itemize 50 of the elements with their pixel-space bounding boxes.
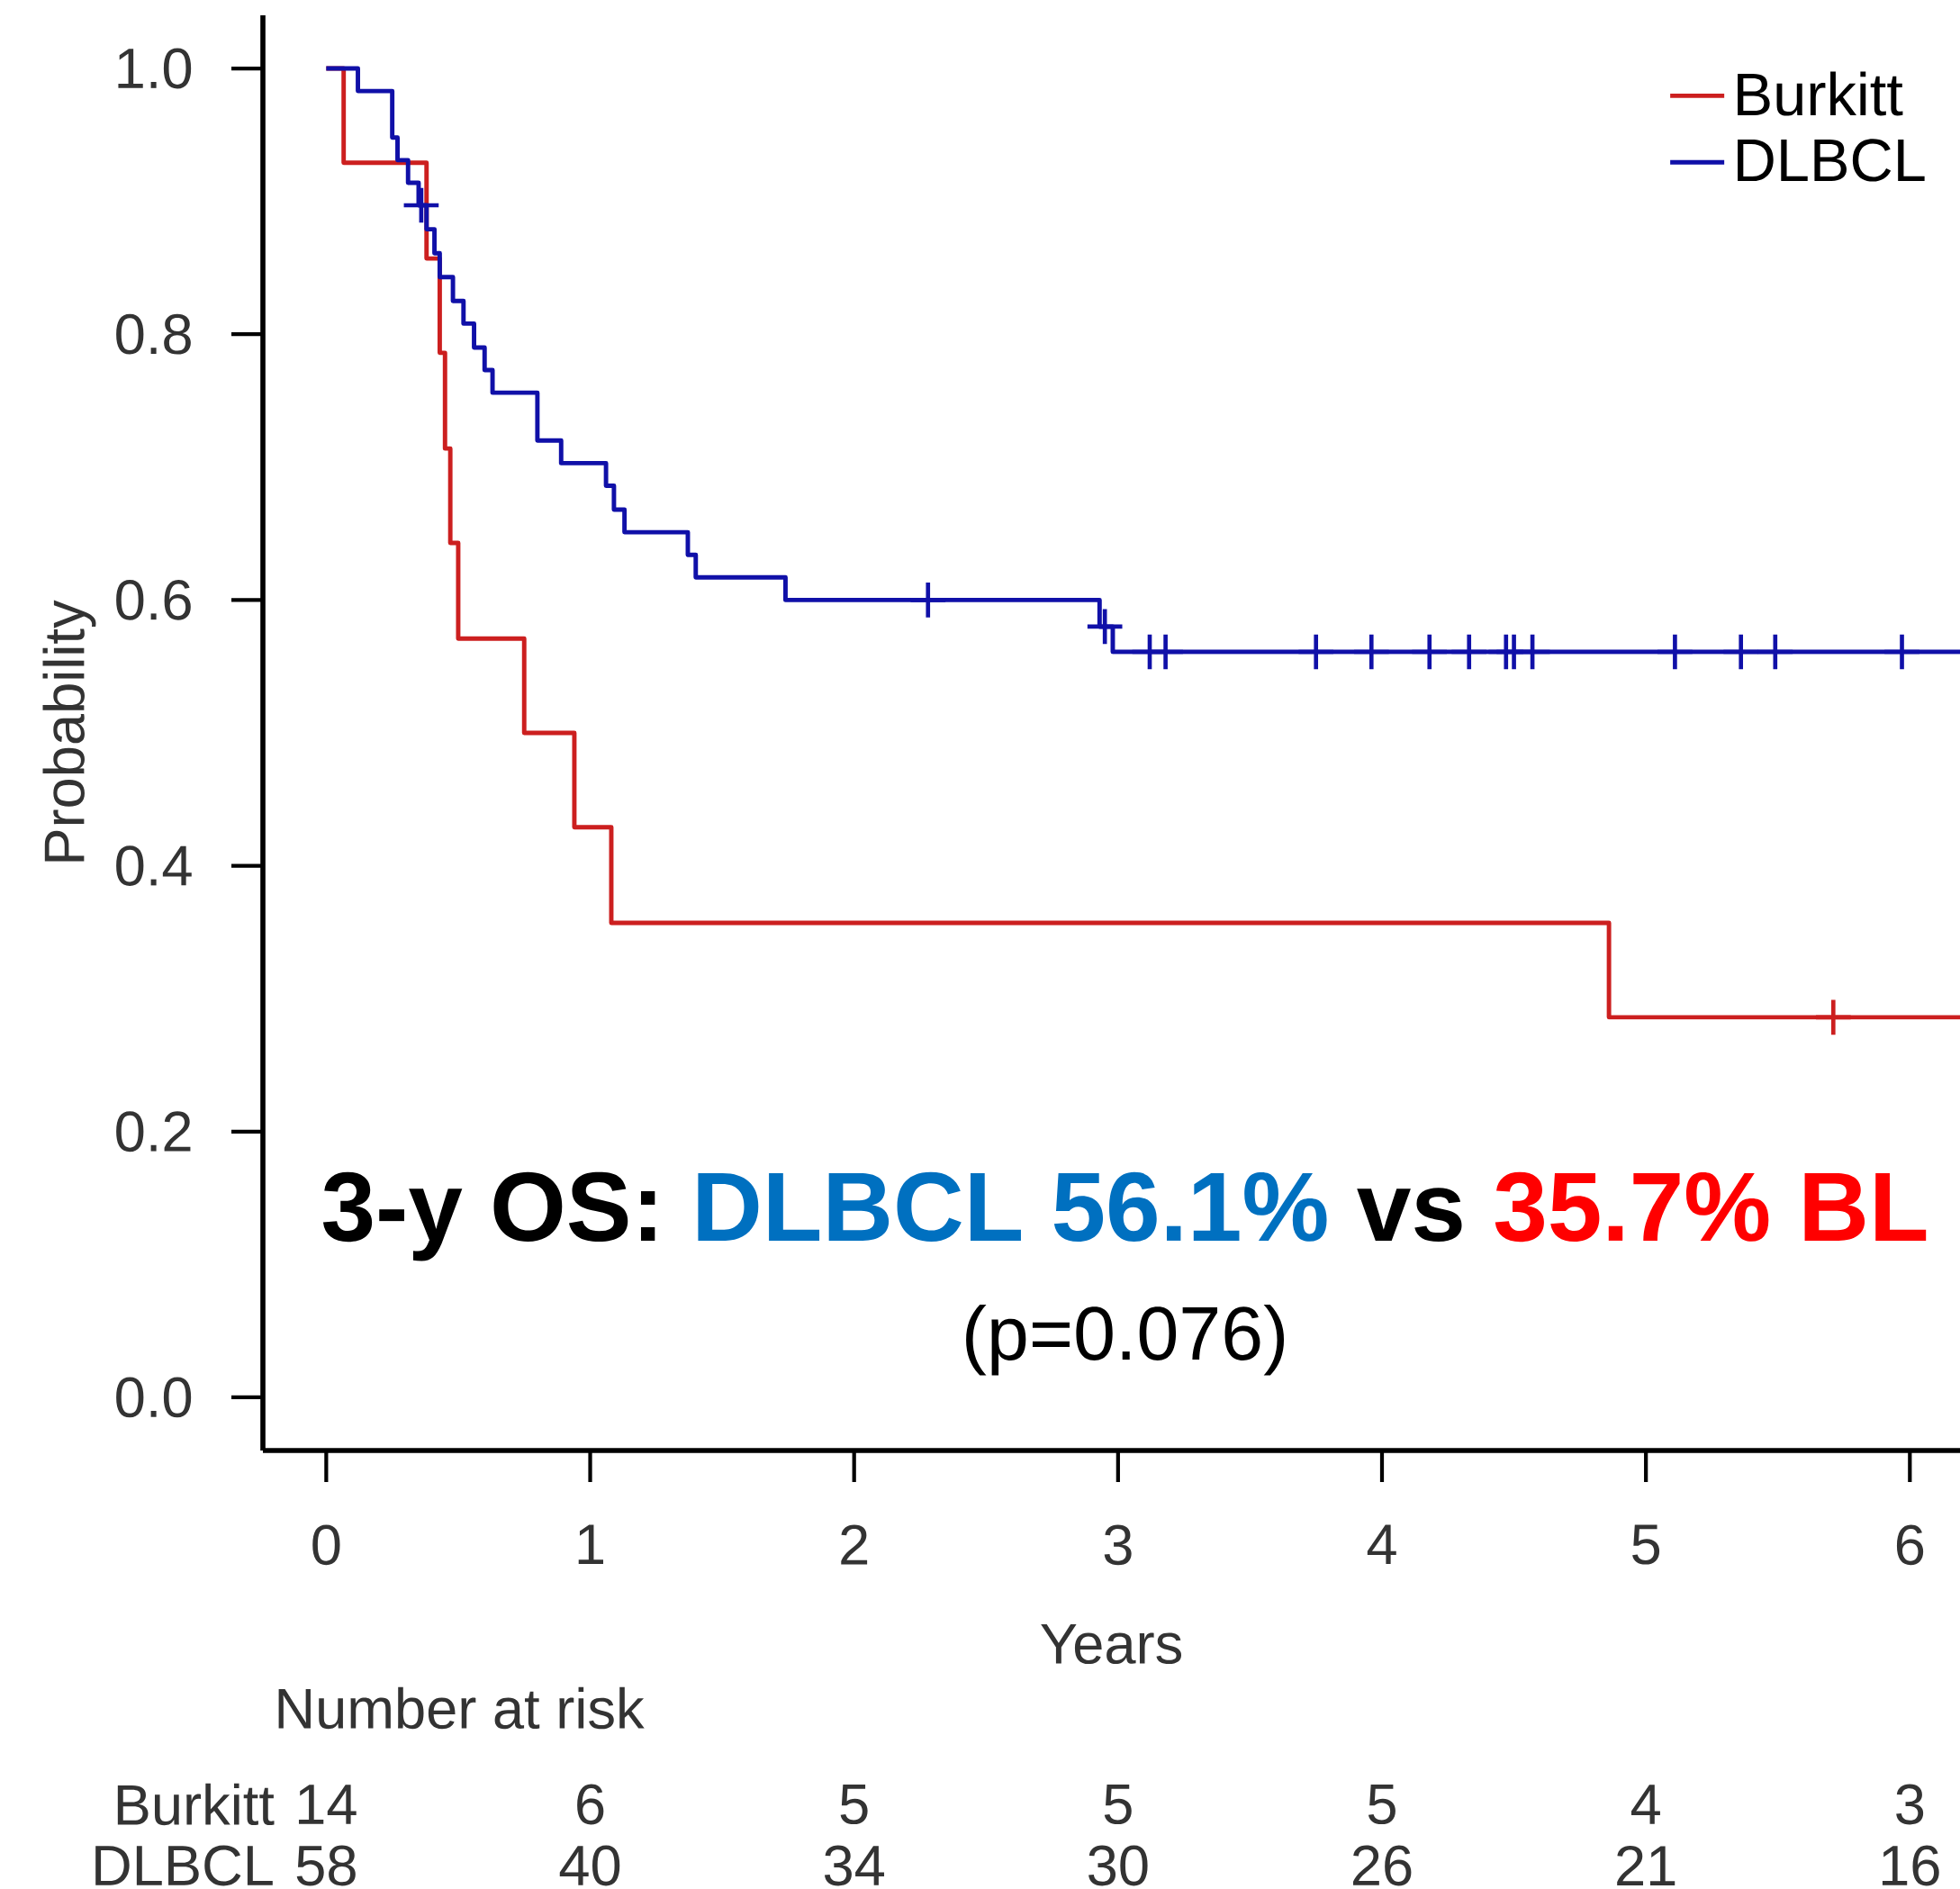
annotation: DLBCL 56.1% (698, 1171, 1327, 1242)
point (1884, 634, 1919, 670)
text: 21 (1617, 1845, 1675, 1886)
x-axis-title: Years (1041, 1623, 1182, 1665)
text: 4 (1631, 1785, 1660, 1824)
text: DLBCL (95, 1845, 273, 1886)
point (1757, 634, 1793, 670)
y-tick-label: 0.2 (116, 1111, 191, 1152)
legend-label: Burkitt (1738, 71, 1903, 116)
text: 26 (1353, 1845, 1412, 1886)
point (1412, 634, 1448, 670)
point (1451, 634, 1487, 670)
point (910, 583, 946, 618)
annotation: 3-y OS: (322, 1171, 655, 1261)
y-tick-label: 0.0 (116, 1377, 192, 1418)
text: 14 (298, 1785, 357, 1824)
point (1298, 634, 1334, 670)
x-tick-label: 2 (841, 1524, 868, 1565)
x-tick-label: 1 (578, 1524, 604, 1564)
point (1353, 634, 1389, 670)
text: 5 (1104, 1784, 1132, 1825)
text: 5 (840, 1784, 868, 1825)
text: 5 (1368, 1784, 1395, 1825)
text: 58 (296, 1845, 356, 1886)
y-tick-label: 1.0 (118, 48, 192, 89)
point (1087, 609, 1123, 645)
point (1657, 634, 1693, 670)
y-tick-label: 0.8 (116, 313, 191, 355)
y-tick-label: 0.6 (116, 579, 191, 620)
point (1723, 634, 1759, 670)
annotation: 35.7% BL (1495, 1171, 1927, 1243)
x-tick-label: 5 (1632, 1524, 1660, 1565)
text: 6 (577, 1784, 604, 1825)
text: 16 (1882, 1845, 1939, 1886)
text: Number at risk (278, 1686, 645, 1730)
text: 34 (824, 1845, 885, 1886)
x-tick-label: 4 (1367, 1524, 1396, 1564)
x-tick-label: 0 (312, 1524, 340, 1566)
text: 30 (1088, 1845, 1148, 1886)
y-axis-title: Probability (42, 600, 96, 862)
point (1815, 999, 1851, 1035)
annotation: vs (1357, 1188, 1462, 1242)
x-tick-label: 3 (1104, 1524, 1132, 1566)
text: 40 (559, 1845, 620, 1886)
legend-label: DLBCL (1738, 139, 1925, 182)
annotation: (p=0.076) (966, 1304, 1285, 1376)
x-tick-label: 6 (1896, 1524, 1924, 1566)
text: 3 (1896, 1784, 1924, 1825)
text: Burkitt (117, 1783, 275, 1826)
y-tick-label: 0.4 (116, 845, 192, 886)
